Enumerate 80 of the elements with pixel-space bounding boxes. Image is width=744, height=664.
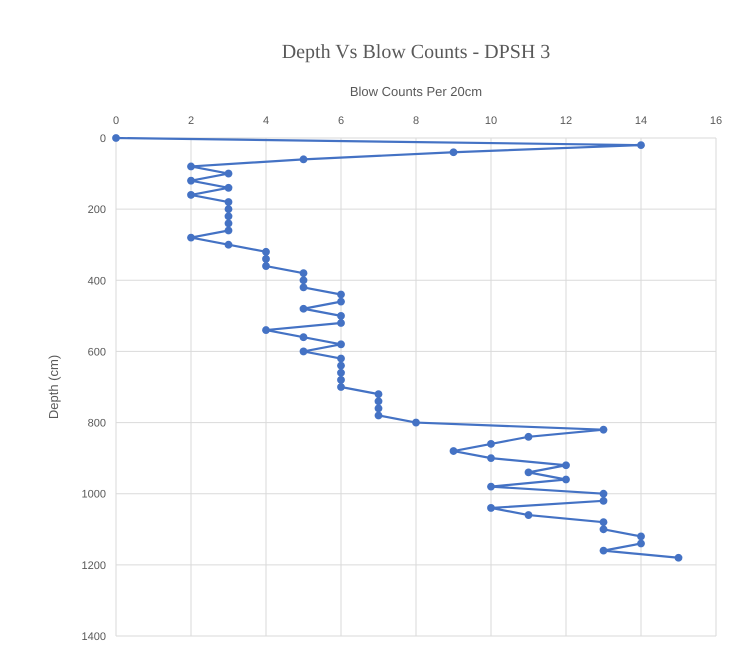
point [637,141,645,150]
point [224,212,232,220]
x-tick-label: 16 [710,115,722,127]
point [337,298,345,306]
x-tick-label: 14 [634,115,648,127]
x-tick-label: 12 [560,115,572,127]
chart-title: Depth Vs Blow Counts - DPSH 3 [282,41,550,63]
point [600,496,608,505]
point [600,426,608,434]
point [262,262,270,270]
point [374,404,382,412]
point [300,284,308,292]
point [337,290,345,298]
y-tick-label: 800 [88,418,106,430]
point [524,468,532,476]
point [224,184,232,192]
point [600,518,608,526]
point [487,440,495,448]
y-axis-title: Depth (cm) [46,354,61,420]
point [637,532,645,540]
point [450,447,458,455]
x-tick-label: 6 [338,115,344,127]
point [300,304,308,313]
point [524,511,532,519]
x-tick-label: 8 [412,115,420,127]
point [487,504,495,512]
point [374,397,382,406]
point [562,461,570,470]
point [374,412,382,420]
point [224,205,232,214]
y-tick-label: 400 [88,275,106,288]
point [337,354,345,362]
point [524,432,532,441]
point [337,362,345,370]
x-tick-label: 10 [484,115,498,127]
point [224,198,232,206]
point [112,134,120,142]
point [262,255,270,263]
point [187,176,195,185]
point [337,376,345,384]
point [374,390,382,398]
point [262,248,270,256]
x-tick-label: 4 [262,115,270,127]
point [337,368,345,377]
point [300,348,308,356]
point [600,525,608,534]
point [300,155,308,164]
point [337,312,345,320]
point [450,148,458,156]
point [412,418,420,426]
point [337,340,345,348]
point [224,240,232,249]
point [487,454,495,462]
y-tick-label: 1000 [82,488,106,501]
point [300,269,308,278]
point [487,482,495,490]
point [300,333,308,342]
point [224,226,232,234]
point [224,219,232,228]
y-tick-label: 1400 [82,631,106,643]
x-tick-label: 0 [112,115,120,127]
point [224,170,232,178]
y-tick-label: 0 [100,133,106,145]
point [562,476,570,484]
y-tick-label: 1200 [82,560,106,572]
x-axis-title: Blow Counts Per 20cm [350,84,482,99]
point [187,234,195,242]
point [637,540,645,548]
point [674,554,682,562]
y-tick-label: 600 [88,346,106,358]
point [187,162,195,170]
point [337,319,345,327]
point [262,326,270,334]
point [337,383,345,391]
x-tick-label: 2 [188,115,194,127]
point [600,546,608,555]
y-tick-label: 200 [88,204,106,216]
point [187,191,195,199]
point [600,490,608,498]
point [300,276,308,284]
